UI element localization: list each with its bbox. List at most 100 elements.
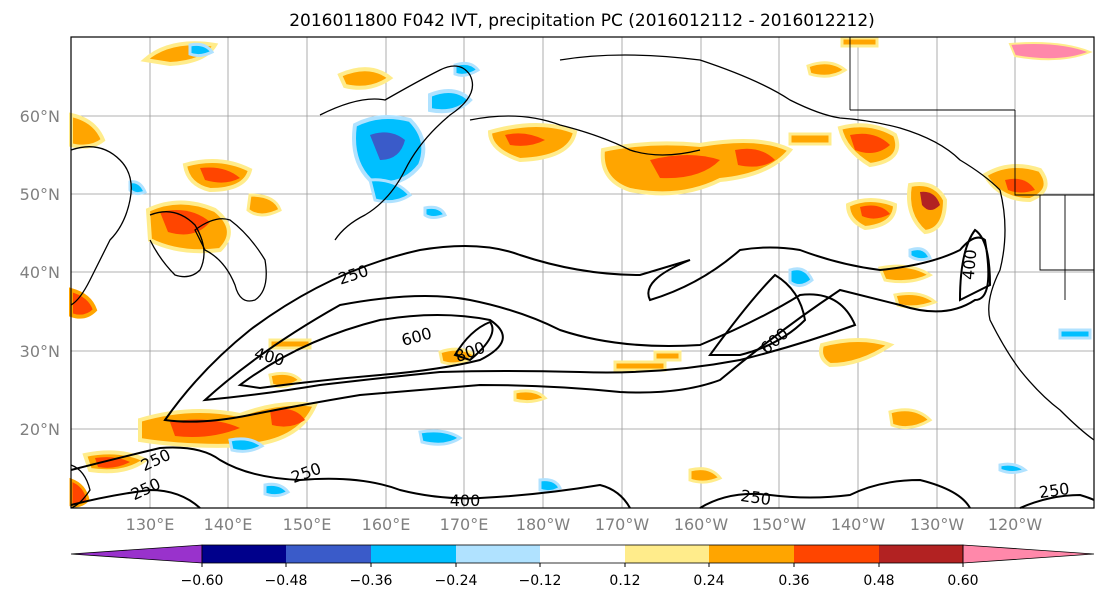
colorbar-segment xyxy=(202,545,286,563)
contour-label: 400 xyxy=(959,248,981,280)
precip-patch xyxy=(513,389,548,404)
colorbar-segment xyxy=(625,545,709,563)
colorbar-tick-label: 0.36 xyxy=(778,573,809,589)
precip-patch xyxy=(850,133,890,154)
colorbar-segment xyxy=(879,545,963,563)
ivt-contours xyxy=(70,228,1095,509)
precip-patch xyxy=(337,67,394,90)
precip-patch xyxy=(200,167,240,183)
colorbar-frame xyxy=(201,544,964,564)
lat-label: 30°N xyxy=(20,342,60,361)
colorbar-tick-label: 0.60 xyxy=(947,573,978,589)
ivt-contour-250-south xyxy=(70,446,631,509)
colorbar-segment xyxy=(540,545,625,563)
colorbar-tick-label: −0.48 xyxy=(265,573,308,589)
political-borders xyxy=(849,37,1094,300)
colorbar: −0.60 −0.48 −0.36 −0.24 −0.12 0.12 0.24 … xyxy=(70,544,1095,589)
lon-label: 170°E xyxy=(440,515,489,534)
colorbar-extend-min xyxy=(70,544,203,564)
ivt-contour-250-outer xyxy=(163,236,990,423)
lon-label: 140°E xyxy=(204,515,253,534)
ivt-contour-400-east xyxy=(958,228,992,302)
colorbar-segment xyxy=(709,545,794,563)
precip-patch xyxy=(908,247,932,262)
precip-patch xyxy=(246,193,282,217)
ivt-contour-400 xyxy=(202,293,857,402)
precip-patch xyxy=(998,462,1028,474)
ivt-contour-600 xyxy=(237,314,504,390)
colorbar-tick-label: 0.48 xyxy=(863,573,894,589)
lon-label: 120°W xyxy=(988,515,1043,534)
coastline-korea-japan xyxy=(149,211,205,278)
lat-label: 50°N xyxy=(20,185,60,204)
colorbar-tick-label: −0.24 xyxy=(435,573,478,589)
precip-patch xyxy=(806,61,848,78)
colorbar-tick-label: −0.36 xyxy=(350,573,393,589)
precip-patch xyxy=(819,338,895,368)
lon-label: 160°W xyxy=(674,515,729,534)
precip-patch xyxy=(1008,42,1093,61)
coastline-japan xyxy=(194,218,267,302)
coastlines xyxy=(70,54,1095,509)
lat-label: 20°N xyxy=(20,420,60,439)
precip-patch xyxy=(188,42,215,58)
colorbar-segment xyxy=(286,545,371,563)
precip-patch xyxy=(505,133,545,146)
precip-patch xyxy=(95,457,130,468)
coastline-asia xyxy=(70,146,132,306)
lat-label: 40°N xyxy=(20,263,60,282)
colorbar-segment xyxy=(456,545,540,563)
precip-patch xyxy=(735,148,775,167)
precip-patch xyxy=(888,408,933,430)
precip-patch xyxy=(650,155,720,179)
precip-patch xyxy=(418,429,463,446)
lon-label: 140°W xyxy=(831,515,886,534)
precip-patch xyxy=(613,360,667,372)
colorbar-tick-label: 0.12 xyxy=(609,573,640,589)
ivt-contour-250-sw xyxy=(70,488,201,509)
precip-patch xyxy=(428,89,473,114)
precip-patch xyxy=(423,205,448,219)
lat-label: 60°N xyxy=(20,107,60,126)
precip-patch xyxy=(370,132,405,160)
map-frame xyxy=(70,36,1095,509)
precip-patch xyxy=(1058,328,1092,340)
longitude-labels: 130°E 140°E 150°E 160°E 170°E 180°W 170°… xyxy=(126,515,1043,534)
precip-patch xyxy=(453,61,481,77)
precip-patch xyxy=(128,180,147,196)
ivt-contour-600-east xyxy=(708,273,807,356)
latitude-labels: 60°N 50°N 40°N 30°N 20°N xyxy=(20,107,60,439)
lon-label: 160°E xyxy=(362,515,411,534)
precip-patch xyxy=(877,264,934,284)
ivt-contour-800 xyxy=(453,320,494,362)
precip-patch xyxy=(653,350,682,362)
contour-label: 250 xyxy=(1038,479,1071,502)
lon-label: 130°W xyxy=(910,515,965,534)
aleutian-islands xyxy=(469,115,701,156)
map-panel: 250 400 600 800 600 400 250 250 250 400 … xyxy=(69,36,1095,510)
coastline-alaska xyxy=(559,54,1001,191)
colorbar-segment xyxy=(371,545,456,563)
precip-patch xyxy=(263,482,291,498)
precip-patch xyxy=(688,467,723,484)
ivt-contour-250-e xyxy=(1019,493,1095,509)
precip-negative-patches xyxy=(128,42,1092,498)
precip-patch xyxy=(270,408,305,427)
lon-label: 150°E xyxy=(283,515,332,534)
precip-patch xyxy=(920,191,940,210)
figure-title: 2016011800 F042 IVT, precipitation PC (2… xyxy=(289,11,875,31)
colorbar-extend-max xyxy=(962,544,1095,564)
ivt-contour-250-se xyxy=(699,478,971,509)
precip-patch xyxy=(788,267,814,287)
precip-patch xyxy=(860,205,890,219)
precip-positive-patches xyxy=(69,36,1093,508)
coastline-north-america xyxy=(988,189,1095,441)
colorbar-segment xyxy=(794,545,879,563)
precip-patch xyxy=(69,112,106,149)
precip-patch xyxy=(840,36,879,48)
colorbar-ticks xyxy=(201,563,964,567)
colorbar-tick-label: −0.60 xyxy=(181,573,224,589)
lon-label: 130°E xyxy=(126,515,175,534)
colorbar-tick-label: 0.24 xyxy=(693,573,724,589)
